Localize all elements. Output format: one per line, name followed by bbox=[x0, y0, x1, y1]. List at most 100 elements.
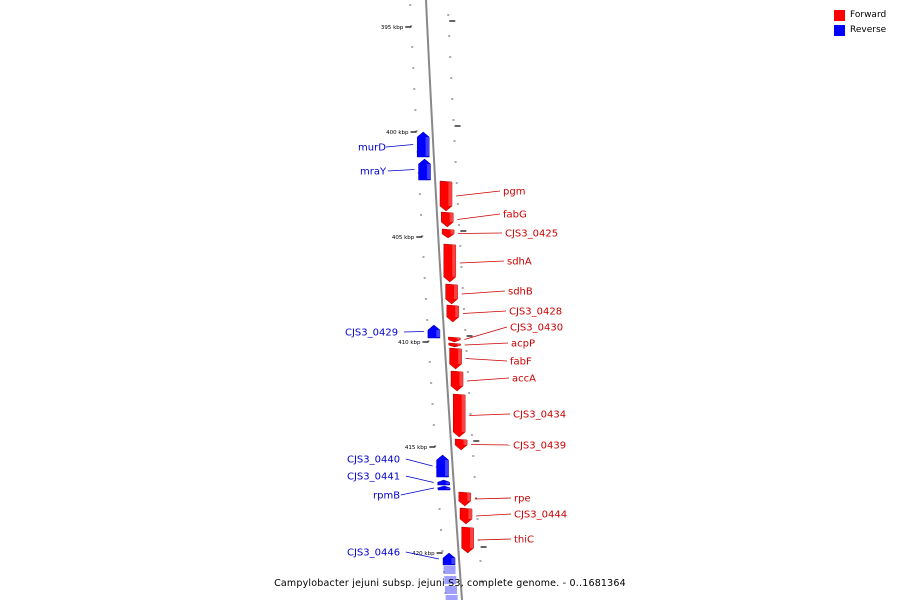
gene-shade bbox=[457, 349, 462, 364]
gene-connector bbox=[475, 513, 512, 517]
gene-connector bbox=[474, 497, 512, 500]
scale-label: 395 kbp bbox=[381, 25, 404, 31]
gene-arrow-mraY[interactable] bbox=[418, 158, 431, 181]
gene-label-acpP[interactable]: acpP bbox=[511, 339, 535, 350]
gene-connector bbox=[461, 290, 506, 295]
gene-block-partial bbox=[444, 576, 457, 584]
gene-arrow-fabG[interactable] bbox=[441, 211, 454, 228]
gene-connector bbox=[464, 326, 508, 340]
legend: Forward Reverse bbox=[834, 8, 894, 38]
gene-shade bbox=[459, 372, 464, 386]
gene-label-sdhB[interactable]: sdhB bbox=[508, 287, 533, 298]
gene-shade bbox=[457, 344, 461, 346]
gene-arrow-sdhB[interactable] bbox=[445, 283, 458, 305]
scale-label: 400 kbp bbox=[386, 130, 409, 136]
gene-label-thiC[interactable]: thiC bbox=[514, 535, 534, 546]
gene-arrow-CJS3_0446[interactable] bbox=[442, 552, 456, 566]
forward-swatch bbox=[834, 10, 845, 21]
gene-label-pgm[interactable]: pgm bbox=[503, 187, 525, 198]
legend-label-forward: Forward bbox=[850, 10, 887, 20]
gene-shade bbox=[452, 245, 456, 277]
gene-label-CJS3_0428[interactable]: CJS3_0428 bbox=[509, 307, 562, 318]
gene-connector bbox=[466, 377, 510, 382]
gene-shade bbox=[426, 164, 431, 179]
gene-shade bbox=[461, 395, 466, 432]
reverse-swatch bbox=[834, 25, 845, 36]
gene-arrow-fabF[interactable] bbox=[449, 347, 462, 370]
gene-label-CJS3_0425[interactable]: CJS3_0425 bbox=[505, 229, 558, 240]
gene-shade bbox=[425, 137, 430, 156]
gene-shade bbox=[449, 213, 454, 222]
gene-arrow-CJS3_0428[interactable] bbox=[446, 304, 460, 323]
legend-item-forward[interactable]: Forward bbox=[834, 8, 894, 23]
gene-arrow-acpP[interactable] bbox=[448, 342, 461, 348]
scale-label: 415 kbp bbox=[405, 445, 428, 451]
gene-shade bbox=[463, 440, 468, 445]
gene-block-partial bbox=[443, 566, 456, 574]
gene-arrow-CJS3_0440[interactable] bbox=[436, 454, 449, 478]
gene-label-fabF[interactable]: fabF bbox=[510, 357, 532, 368]
gene-arrow-CJS3_0429[interactable] bbox=[427, 324, 441, 339]
gene-label-CJS3_0444[interactable]: CJS3_0444 bbox=[514, 510, 567, 521]
gene-shade bbox=[436, 330, 440, 337]
gene-arrow-CJS3_0430[interactable] bbox=[448, 336, 461, 343]
gene-label-CJS3_0439[interactable]: CJS3_0439 bbox=[513, 441, 566, 452]
gene-shade bbox=[468, 509, 472, 519]
gene-shade bbox=[446, 482, 450, 484]
gene-shade bbox=[451, 558, 456, 564]
gene-arrow-CJS3_0425[interactable] bbox=[441, 228, 455, 239]
gene-label-murD[interactable]: murD bbox=[358, 143, 386, 154]
gene-connector bbox=[405, 551, 440, 560]
gene-connector bbox=[400, 487, 435, 496]
gene-block-partial bbox=[445, 595, 458, 600]
gene-arrow-pgm[interactable] bbox=[439, 180, 453, 212]
scale-label: 420 kbp bbox=[412, 551, 435, 557]
gene-label-rpmB[interactable]: rpmB bbox=[373, 491, 400, 502]
gene-connector bbox=[465, 358, 508, 362]
gene-connector bbox=[387, 169, 415, 172]
gene-arrow-CJS3_0439[interactable] bbox=[454, 438, 468, 451]
legend-item-reverse[interactable]: Reverse bbox=[834, 23, 894, 38]
gene-label-CJS3_0429[interactable]: CJS3_0429 bbox=[345, 328, 398, 339]
gene-label-CJS3_0440[interactable]: CJS3_0440 bbox=[347, 455, 400, 466]
gene-label-fabG[interactable]: fabG bbox=[503, 210, 527, 221]
gene-arrow-murD[interactable] bbox=[416, 131, 430, 158]
gene-shade bbox=[454, 285, 458, 299]
gene-label-CJS3_0446[interactable]: CJS3_0446 bbox=[347, 548, 400, 559]
gene-connector bbox=[464, 342, 509, 346]
scale-label: 410 kbp bbox=[398, 340, 421, 346]
gene-shade bbox=[444, 460, 449, 476]
gene-shade bbox=[455, 306, 459, 317]
gene-label-sdhA[interactable]: sdhA bbox=[507, 257, 532, 268]
scale-label: 405 kbp bbox=[392, 235, 415, 241]
gene-shade bbox=[470, 528, 474, 548]
gene-arrow-CJS3_0434[interactable] bbox=[452, 393, 466, 438]
gene-connector bbox=[405, 475, 434, 483]
gene-shade bbox=[450, 230, 455, 234]
gene-label-CJS3_0434[interactable]: CJS3_0434 bbox=[513, 410, 566, 421]
gene-label-rpe[interactable]: rpe bbox=[514, 494, 531, 505]
gene-label-mraY[interactable]: mraY bbox=[360, 167, 387, 178]
gene-connector bbox=[459, 260, 505, 264]
gene-arrow-accA[interactable] bbox=[450, 370, 464, 392]
gene-label-CJS3_0430[interactable]: CJS3_0430 bbox=[510, 323, 563, 334]
gene-connector bbox=[458, 232, 503, 234]
gene-arrow-thiC[interactable] bbox=[461, 526, 474, 554]
gene-connector bbox=[455, 190, 501, 197]
gene-arrow-CJS3_0441[interactable] bbox=[437, 479, 450, 486]
gene-shade bbox=[446, 487, 451, 489]
gene-connector bbox=[403, 331, 424, 333]
gene-shade bbox=[467, 493, 471, 501]
gene-shade bbox=[448, 182, 453, 206]
gene-connector bbox=[477, 538, 512, 541]
gene-label-CJS3_0441[interactable]: CJS3_0441 bbox=[347, 472, 400, 483]
chromosome-backbone bbox=[425, 0, 463, 600]
gene-arrow-CJS3_0444[interactable] bbox=[459, 507, 473, 525]
gene-connector bbox=[471, 444, 511, 446]
gene-connector bbox=[457, 213, 501, 220]
gene-label-accA[interactable]: accA bbox=[512, 374, 536, 385]
gene-arrow-rpe[interactable] bbox=[458, 491, 472, 507]
gene-block-partial bbox=[444, 586, 457, 594]
gene-arrow-sdhA[interactable] bbox=[443, 243, 457, 283]
gene-arrow-rpmB[interactable] bbox=[437, 485, 451, 491]
